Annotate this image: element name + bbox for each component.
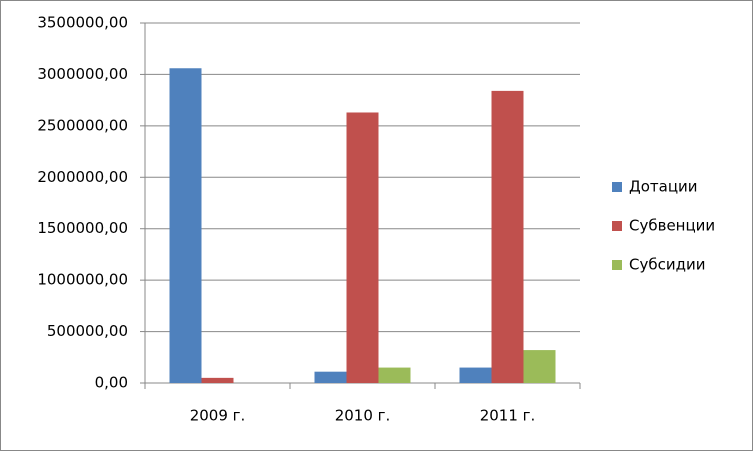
legend-label: Дотации (629, 178, 698, 196)
x-tick-label: 2010 г. (335, 407, 391, 425)
bar (523, 350, 556, 383)
y-tick-label: 3000000,00 (37, 65, 128, 83)
y-tick-label: 3500000,00 (37, 14, 128, 32)
y-tick-label: 1500000,00 (37, 219, 128, 237)
bar (459, 367, 492, 383)
legend-label: Субсидии (629, 256, 705, 274)
legend-swatch (612, 221, 622, 231)
x-tick-label: 2009 г. (190, 407, 246, 425)
x-tick-label: 2011 г. (480, 407, 536, 425)
y-tick-label: 500000,00 (47, 322, 128, 340)
y-tick-label: 2500000,00 (37, 116, 128, 134)
y-tick-label: 1000000,00 (37, 271, 128, 289)
bar (314, 371, 347, 383)
bar (201, 377, 234, 383)
legend-label: Субвенции (629, 217, 715, 235)
bar (169, 68, 202, 383)
bar (491, 90, 524, 383)
y-tick-label: 0,00 (95, 374, 128, 392)
legend-swatch (612, 182, 622, 192)
bar (346, 112, 379, 383)
legend-swatch (612, 260, 622, 270)
bar (378, 367, 411, 383)
y-tick-label: 2000000,00 (37, 168, 128, 186)
